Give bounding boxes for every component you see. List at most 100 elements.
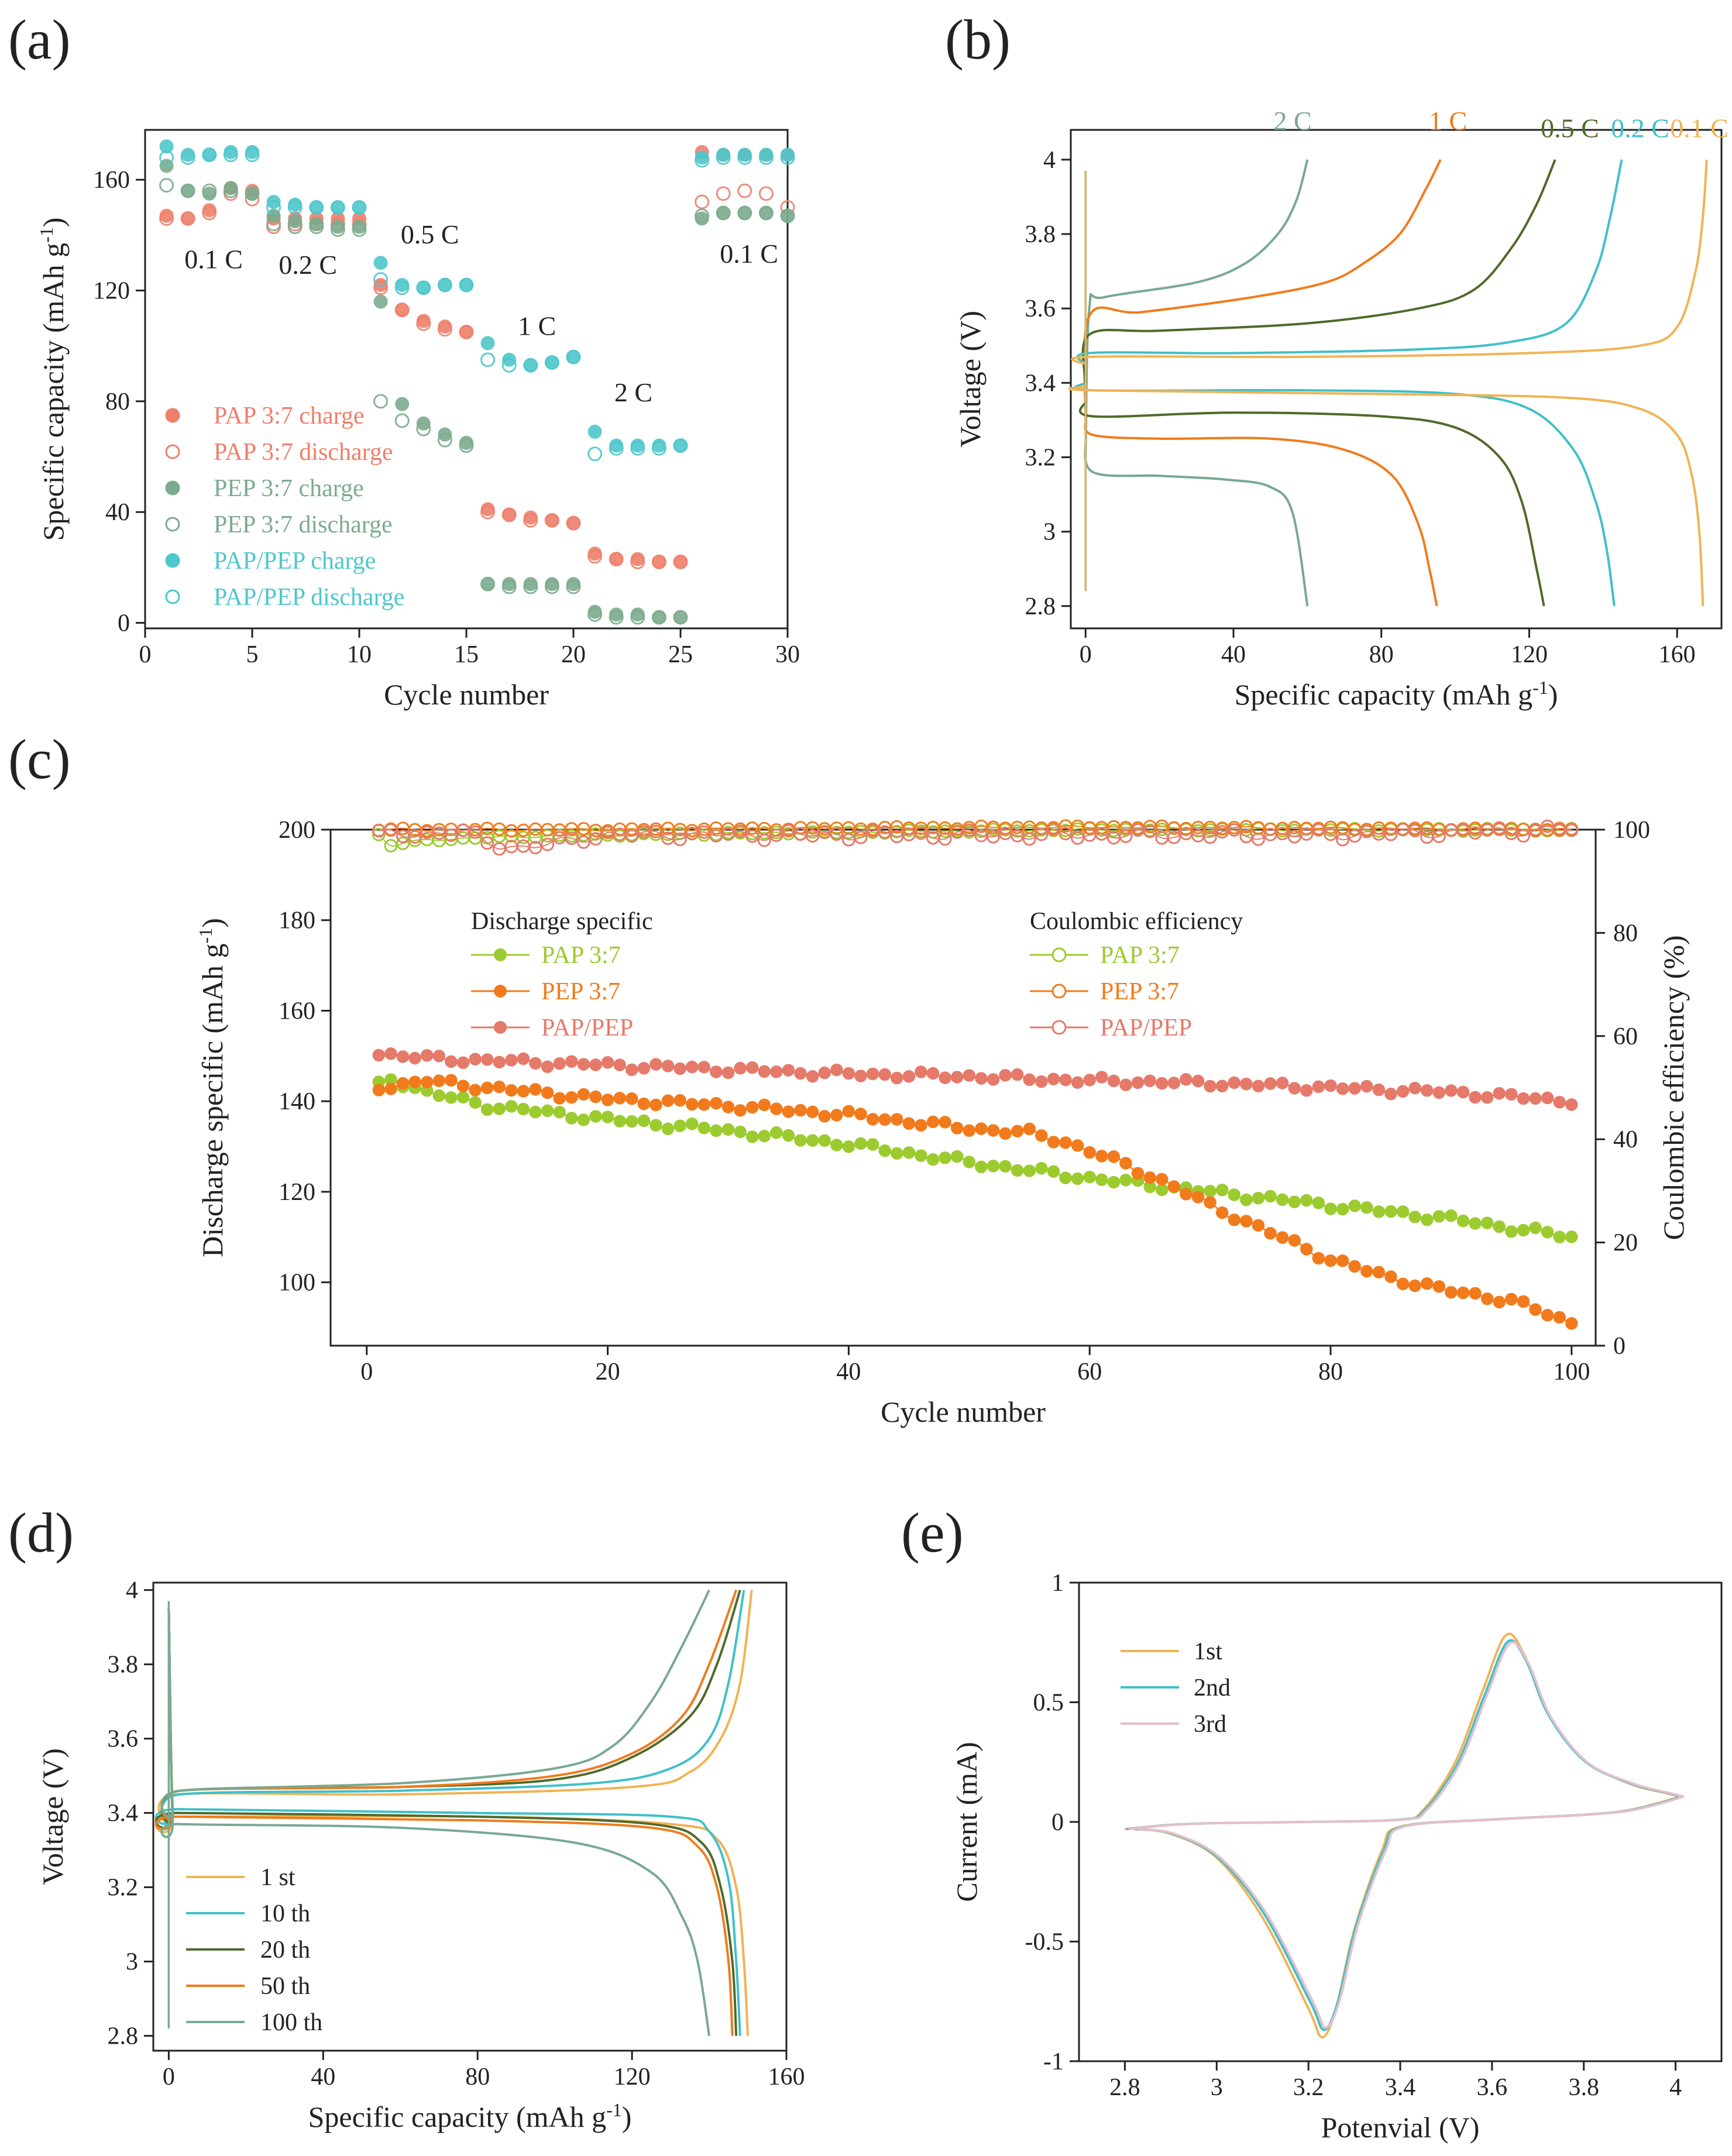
y-tick-label: 0.5 bbox=[1033, 1690, 1064, 1717]
data-point bbox=[1348, 1199, 1361, 1212]
data-point bbox=[1348, 1260, 1361, 1273]
data-point bbox=[626, 1063, 638, 1077]
data-point bbox=[1408, 1279, 1421, 1292]
data-point bbox=[745, 1130, 759, 1143]
data-point bbox=[625, 829, 639, 843]
y-tick-label: 4 bbox=[1043, 147, 1056, 174]
data-point bbox=[926, 1115, 940, 1129]
data-point bbox=[1023, 1122, 1036, 1136]
data-point bbox=[878, 825, 892, 839]
y-tick-label: 140 bbox=[279, 1088, 315, 1115]
legend-marker bbox=[165, 444, 180, 459]
x-axis-title: Specific capacity (mAh g-1) bbox=[308, 2099, 632, 2133]
y-tick-label: 40 bbox=[105, 499, 130, 526]
data-point bbox=[630, 441, 645, 456]
data-point bbox=[517, 1085, 530, 1098]
data-point bbox=[1553, 1096, 1566, 1109]
data-point bbox=[523, 579, 538, 594]
y-tick-label: 3.8 bbox=[108, 1652, 139, 1679]
data-point bbox=[758, 1098, 771, 1112]
data-point bbox=[650, 1119, 662, 1132]
data-point bbox=[1240, 1077, 1253, 1091]
data-point bbox=[408, 1075, 421, 1088]
legend-marker bbox=[494, 1021, 507, 1034]
data-point bbox=[902, 1146, 916, 1159]
data-point bbox=[926, 1067, 940, 1080]
data-point bbox=[159, 139, 174, 154]
data-point bbox=[1251, 832, 1265, 846]
panel-b: 0 40 80 120 160 2.8 3 3.2 3.4 3.6 3.8 4 Specific cap… bbox=[954, 106, 1728, 711]
data-point bbox=[1276, 1077, 1289, 1089]
data-point bbox=[180, 150, 195, 165]
data-point bbox=[987, 1160, 1000, 1172]
y-tick-label: 2.8 bbox=[108, 2023, 139, 2050]
data-point bbox=[372, 827, 386, 841]
data-point bbox=[650, 1098, 662, 1112]
data-point bbox=[1046, 822, 1060, 836]
ce-series-pap-pep bbox=[372, 819, 1579, 856]
data-point bbox=[523, 357, 538, 373]
charge-line bbox=[1081, 159, 1556, 383]
data-point bbox=[1239, 830, 1253, 844]
data-point bbox=[601, 1056, 614, 1069]
data-point bbox=[1131, 1167, 1145, 1180]
data-point bbox=[589, 1058, 602, 1071]
data-point bbox=[373, 272, 389, 287]
data-point bbox=[630, 554, 645, 569]
legend-marker bbox=[165, 517, 180, 532]
legend-item: PEP 3:7 bbox=[471, 978, 620, 1005]
rate-label: 0.5 C bbox=[401, 219, 459, 249]
data-point bbox=[1396, 1277, 1410, 1291]
x-axis-title: Cycle number bbox=[384, 678, 549, 711]
data-point bbox=[915, 1119, 927, 1132]
discharge-line bbox=[1084, 419, 1438, 607]
panel-a: 0 5 10 15 20 25 30 0 40 80 120 160 Cycle number Speci… bbox=[36, 129, 800, 711]
data-point bbox=[445, 1091, 458, 1104]
y-tick-label: 3.6 bbox=[108, 1726, 139, 1753]
data-point bbox=[1516, 829, 1530, 843]
data-point bbox=[891, 1147, 903, 1160]
x-tick-label: 0 bbox=[163, 2064, 175, 2090]
data-point bbox=[1312, 1251, 1325, 1265]
data-point bbox=[1517, 1223, 1530, 1237]
data-point bbox=[577, 1088, 590, 1101]
panel-label: (b) bbox=[945, 8, 1011, 71]
curve-0-1-c: 0.1 C bbox=[1068, 114, 1728, 606]
legend-item: PAP 3:7 bbox=[471, 942, 621, 969]
data-point bbox=[1107, 1150, 1121, 1163]
data-point bbox=[758, 1129, 771, 1143]
data-point bbox=[493, 1055, 506, 1069]
data-point bbox=[505, 1084, 518, 1097]
data-point bbox=[587, 549, 603, 564]
x-tick-label: 0 bbox=[139, 641, 152, 668]
data-point bbox=[394, 302, 410, 318]
data-point bbox=[1288, 1195, 1301, 1208]
data-point bbox=[1445, 1209, 1458, 1222]
data-point bbox=[416, 421, 431, 436]
data-point bbox=[529, 1057, 542, 1070]
data-point bbox=[1541, 819, 1555, 833]
data-point bbox=[384, 823, 398, 837]
legend-marker bbox=[165, 553, 180, 568]
y-tick-label: 120 bbox=[93, 278, 130, 305]
data-point bbox=[1035, 1162, 1048, 1175]
data-point bbox=[432, 1074, 446, 1088]
data-point bbox=[245, 147, 260, 163]
data-point bbox=[830, 1139, 843, 1151]
data-point bbox=[1372, 1266, 1386, 1279]
data-point bbox=[1059, 827, 1073, 841]
data-point bbox=[1480, 1292, 1494, 1305]
data-point bbox=[1541, 1309, 1554, 1322]
x-tick-label: 3.2 bbox=[1293, 2074, 1324, 2101]
data-point bbox=[544, 579, 559, 594]
data-point bbox=[1071, 1172, 1084, 1185]
y-axis-title: Discharge specific (mAh g-1) bbox=[195, 918, 229, 1257]
data-point bbox=[1215, 1184, 1229, 1196]
data-point bbox=[962, 823, 976, 837]
data-point bbox=[902, 1117, 916, 1130]
y2-tick-label: 0 bbox=[1613, 1333, 1626, 1360]
data-point bbox=[1155, 1077, 1169, 1090]
data-point bbox=[1541, 1091, 1554, 1105]
data-point bbox=[745, 829, 760, 843]
data-point bbox=[782, 1105, 795, 1118]
